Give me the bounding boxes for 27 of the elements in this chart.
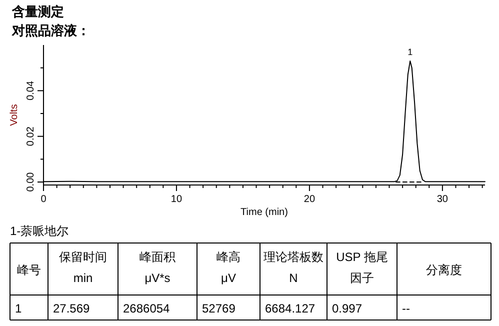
text: 峰面积 μV*s [140,250,176,285]
text: 理论塔板数 N [264,250,324,285]
text: 6684.127 [265,302,316,316]
text: 52769 [202,302,236,316]
chart-subtitle: 对照品溶液： [11,23,90,38]
text: 保留时间 min [59,250,107,285]
y-tick-label: 0.04 [26,80,36,100]
text: 分离度 [426,263,462,277]
text: 1 [15,302,22,316]
text: USP 拖尾因子 [336,250,388,285]
text: -- [402,302,410,316]
y-tick-label: 0.02 [26,126,36,146]
chart-title: 含量测定 [11,4,64,19]
text: 峰高 μV [216,250,240,285]
x-tick-label: 30 [436,194,448,205]
x-tick-label: 20 [304,194,316,205]
y-axis-title: Volts [9,104,20,126]
text: 2686054 [123,302,170,316]
text: 0.997 [332,302,362,316]
x-tick-label: 0 [40,194,47,205]
text: 峰号 [17,263,41,277]
y-tick-label: 0.00 [26,172,36,192]
text: 1-萘哌地尔 [10,224,69,238]
x-axis-title: Time (min) [240,207,288,218]
x-tick-label: 10 [170,194,182,205]
annotation: 1 [408,46,413,57]
text: 27.569 [53,302,90,316]
